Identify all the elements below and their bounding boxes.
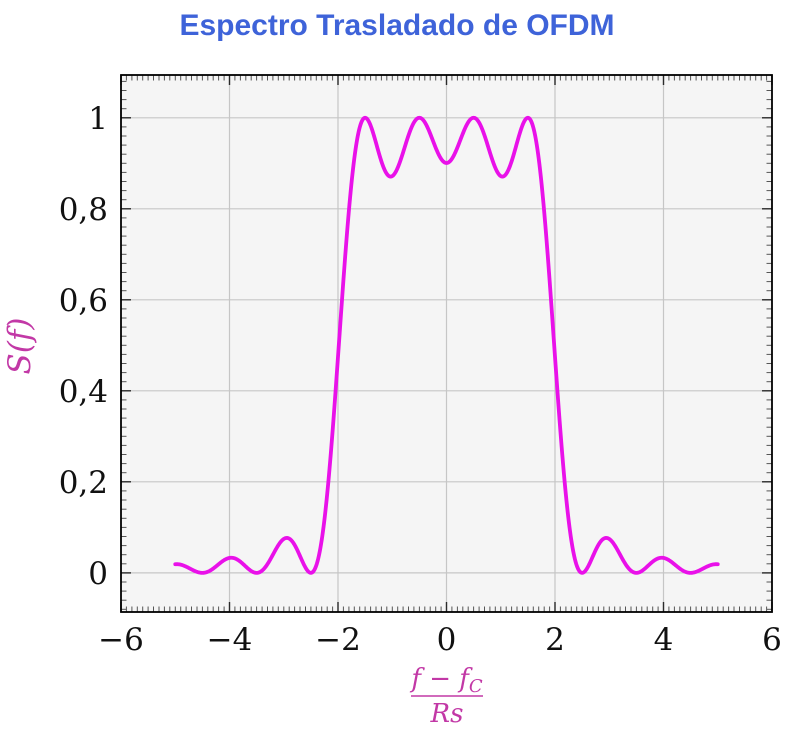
x-label-denominator: Rs xyxy=(430,699,464,729)
y-axis-label: S(f) xyxy=(2,318,38,375)
y-tick-label: 0,4 xyxy=(59,374,108,410)
x-label-numerator-subscript: C xyxy=(469,676,483,697)
x-tick-label: −4 xyxy=(207,622,253,658)
y-tick-label: 0,2 xyxy=(59,465,108,501)
x-tick-label: −2 xyxy=(315,622,361,658)
chart-title: Espectro Trasladado de OFDM xyxy=(179,9,615,42)
x-tick-label: −6 xyxy=(98,622,144,658)
x-tick-label: 0 xyxy=(437,622,457,658)
y-tick-label: 0,6 xyxy=(59,283,108,319)
y-tick-label: 0 xyxy=(88,556,108,592)
x-label-numerator-text: f − fC xyxy=(409,664,483,697)
y-tick-label: 0,8 xyxy=(59,192,108,228)
y-tick-label: 1 xyxy=(88,101,108,137)
spectrum-curve xyxy=(173,115,720,575)
x-tick-label: 6 xyxy=(762,622,782,658)
x-tick-label: 2 xyxy=(545,622,565,658)
plot-layers: −6 −4 −2 0 2 4 6 0 0,2 0,4 0,6 0,8 1 xyxy=(59,74,782,658)
plot-border xyxy=(120,74,773,613)
x-axis-label: f − fC Rs xyxy=(409,664,483,729)
x-label-numerator: f − f xyxy=(409,664,473,694)
x-tick-label: 4 xyxy=(654,622,674,658)
